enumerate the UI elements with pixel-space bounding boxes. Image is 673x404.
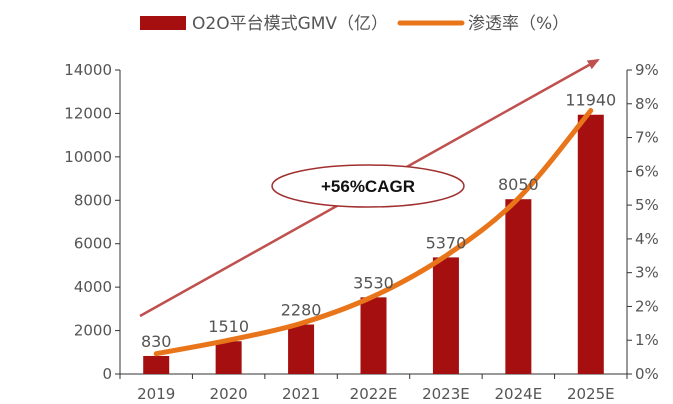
right-axis-ticks: 0% 1% 2% 3% 4% 5% 6% 7% 8% 9%: [627, 61, 659, 383]
bar: [215, 341, 242, 374]
bar: [360, 297, 387, 374]
line-series: [153, 108, 594, 357]
x-tick-label: 2019: [137, 385, 175, 403]
bar: [288, 324, 315, 374]
legend-label-penetration: 渗透率（%）: [468, 14, 569, 34]
bar: [432, 257, 459, 374]
line-point: [373, 295, 374, 297]
left-tick-label: 8000: [74, 191, 112, 209]
line-point: [445, 255, 447, 257]
right-tick-label: 1%: [635, 331, 659, 349]
data-labels: 830 1510 2280 3530 5370 8050 11940: [141, 91, 616, 351]
x-tick-label: 2024E: [495, 385, 543, 403]
x-tick-label: 2021: [282, 385, 320, 403]
cagr-annotation: +56%CAGR: [271, 164, 465, 208]
cagr-ellipse: [271, 164, 465, 208]
left-tick-label: 14000: [64, 61, 112, 79]
x-axis-ticks: 2019 2020 2021 2022E 2023E 2024E 2025E: [119, 374, 628, 403]
bar-series: [143, 114, 604, 374]
legend-label-gmv: O2O平台模式GMV（亿）: [192, 14, 388, 34]
data-label: 11940: [565, 91, 616, 110]
left-tick-label: 12000: [64, 104, 112, 122]
data-label: 1510: [208, 317, 249, 336]
bar: [505, 199, 532, 374]
left-tick-label: 4000: [74, 278, 112, 296]
line-point: [300, 322, 302, 324]
line-point: [517, 197, 519, 199]
cagr-label: +56%CAGR: [321, 177, 415, 196]
left-axis-ticks: 0 2000 4000 6000 8000 10000 12000 14000: [64, 61, 120, 383]
left-tick-label: 2000: [74, 322, 112, 340]
data-label: 8050: [498, 175, 539, 194]
data-label: 5370: [426, 233, 467, 252]
right-tick-label: 3%: [635, 264, 659, 282]
x-tick-label: 2022E: [350, 385, 398, 403]
data-label: 2280: [281, 300, 322, 319]
data-label: 830: [141, 332, 172, 351]
right-tick-label: 8%: [635, 95, 659, 113]
x-tick-label: 2023E: [422, 385, 470, 403]
x-tick-label: 2020: [210, 385, 248, 403]
right-tick-label: 7%: [635, 129, 659, 147]
left-tick-label: 10000: [64, 148, 112, 166]
right-tick-label: 5%: [635, 196, 659, 214]
right-tick-label: 4%: [635, 230, 659, 248]
left-tick-label: 0: [102, 365, 112, 383]
right-tick-label: 0%: [635, 365, 659, 383]
right-tick-label: 9%: [635, 61, 659, 79]
line-point: [155, 353, 157, 355]
right-tick-label: 6%: [635, 162, 659, 180]
right-tick-label: 2%: [635, 297, 659, 315]
data-label: 3530: [353, 273, 394, 292]
bar: [143, 355, 170, 374]
line-point: [228, 339, 230, 341]
bar: [577, 114, 604, 374]
legend: O2O平台模式GMV（亿） 渗透率（%）: [140, 14, 569, 34]
x-tick-label: 2025E: [567, 385, 615, 403]
legend-swatch-gmv: [140, 16, 186, 30]
line-point: [590, 110, 592, 112]
left-tick-label: 6000: [74, 235, 112, 253]
